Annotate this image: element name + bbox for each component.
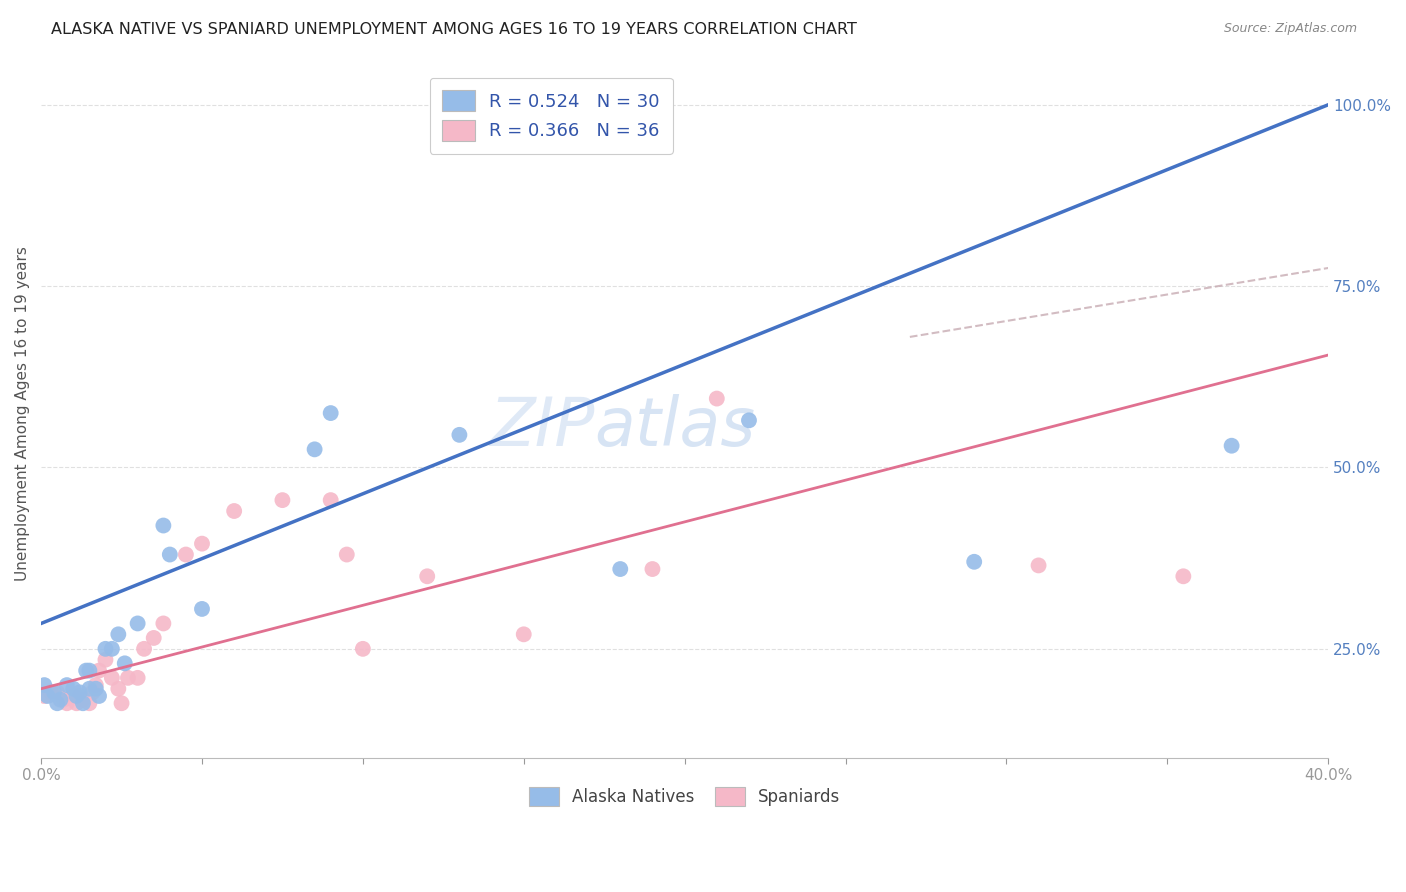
Point <box>224 504 246 518</box>
Text: atlas: atlas <box>595 394 755 460</box>
Point <box>84 681 107 696</box>
Point <box>152 616 174 631</box>
Point <box>72 696 94 710</box>
Point <box>319 406 342 420</box>
Point <box>94 653 117 667</box>
Point <box>159 548 181 562</box>
Point <box>82 685 104 699</box>
Point <box>79 681 101 696</box>
Point <box>65 696 87 710</box>
Point <box>107 627 129 641</box>
Legend: Alaska Natives, Spaniards: Alaska Natives, Spaniards <box>520 779 849 814</box>
Point <box>738 413 761 427</box>
Point <box>152 518 174 533</box>
Point <box>52 692 75 706</box>
Point <box>34 678 56 692</box>
Point <box>34 689 56 703</box>
Point <box>352 641 374 656</box>
Point <box>963 555 986 569</box>
Point <box>319 493 342 508</box>
Point <box>449 427 471 442</box>
Text: ALASKA NATIVE VS SPANIARD UNEMPLOYMENT AMONG AGES 16 TO 19 YEARS CORRELATION CHA: ALASKA NATIVE VS SPANIARD UNEMPLOYMENT A… <box>51 22 856 37</box>
Point <box>641 562 664 576</box>
Point <box>62 681 84 696</box>
Point <box>56 696 79 710</box>
Point <box>46 685 69 699</box>
Point <box>127 671 149 685</box>
Point <box>75 664 97 678</box>
Point <box>304 442 326 457</box>
Point <box>101 641 124 656</box>
Point <box>132 641 155 656</box>
Point <box>513 627 536 641</box>
Text: Source: ZipAtlas.com: Source: ZipAtlas.com <box>1223 22 1357 36</box>
Point <box>69 685 91 699</box>
Point <box>271 493 294 508</box>
Point <box>191 536 214 550</box>
Point <box>79 664 101 678</box>
Point <box>1220 439 1243 453</box>
Point <box>127 616 149 631</box>
Point <box>84 678 107 692</box>
Point <box>42 685 65 699</box>
Point <box>69 689 91 703</box>
Point <box>37 689 59 703</box>
Point <box>72 692 94 706</box>
Point <box>1028 558 1050 573</box>
Point <box>142 631 165 645</box>
Point <box>62 689 84 703</box>
Point <box>416 569 439 583</box>
Point <box>56 678 79 692</box>
Point <box>65 689 87 703</box>
Point <box>79 696 101 710</box>
Point <box>706 392 728 406</box>
Point <box>39 685 62 699</box>
Point <box>49 692 72 706</box>
Point <box>107 681 129 696</box>
Point <box>46 696 69 710</box>
Point <box>191 602 214 616</box>
Point <box>110 696 132 710</box>
Point <box>94 641 117 656</box>
Point <box>87 689 110 703</box>
Point <box>336 548 359 562</box>
Y-axis label: Unemployment Among Ages 16 to 19 years: Unemployment Among Ages 16 to 19 years <box>15 245 30 581</box>
Point <box>117 671 139 685</box>
Point <box>87 664 110 678</box>
Point <box>114 657 136 671</box>
Point <box>101 671 124 685</box>
Text: ZIP: ZIP <box>489 394 595 460</box>
Point <box>609 562 631 576</box>
Point <box>1173 569 1195 583</box>
Point <box>174 548 197 562</box>
